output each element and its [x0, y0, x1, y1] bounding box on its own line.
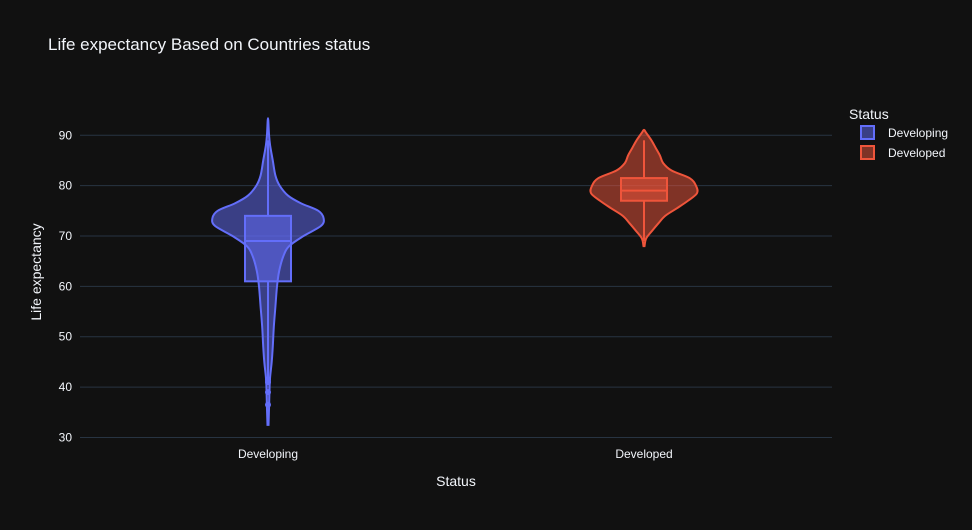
- x-tick-label: Developed: [615, 447, 672, 461]
- violin-developing: [211, 117, 325, 426]
- legend-title: Status: [849, 106, 889, 122]
- y-tick-label: 30: [59, 430, 73, 444]
- y-tick-label: 50: [59, 330, 73, 344]
- y-tick-labels: 30 40 50 60 70 80 90: [59, 128, 73, 444]
- box-developed[interactable]: [620, 177, 668, 202]
- outlier-point[interactable]: [265, 389, 271, 396]
- violins: [211, 117, 699, 426]
- chart-title: Life expectancy Based on Countries statu…: [48, 35, 370, 54]
- y-tick-label: 90: [59, 128, 73, 142]
- outlier-point[interactable]: [265, 379, 271, 386]
- y-tick-label: 60: [59, 279, 73, 293]
- legend-swatch: [860, 145, 875, 160]
- outlier-point[interactable]: [265, 401, 271, 408]
- legend-label: Developed: [888, 146, 945, 160]
- y-tick-label: 40: [59, 380, 73, 394]
- y-tick-label: 70: [59, 229, 73, 243]
- x-axis-label: Status: [436, 473, 476, 489]
- legend-item-developed[interactable]: Developed: [860, 145, 945, 160]
- x-tick-label: Developing: [238, 447, 298, 461]
- violin-developed: [589, 128, 699, 248]
- box-developing[interactable]: [244, 214, 292, 283]
- legend-label: Developing: [888, 126, 948, 140]
- legend-item-developing[interactable]: Developing: [860, 125, 948, 140]
- legend: Status Developing Developed: [849, 106, 948, 160]
- y-axis-label: Life expectancy: [28, 223, 44, 320]
- y-tick-label: 80: [59, 179, 73, 193]
- x-tick-labels: Developing Developed: [238, 447, 673, 461]
- legend-swatch: [860, 125, 875, 140]
- gridlines: [80, 134, 832, 438]
